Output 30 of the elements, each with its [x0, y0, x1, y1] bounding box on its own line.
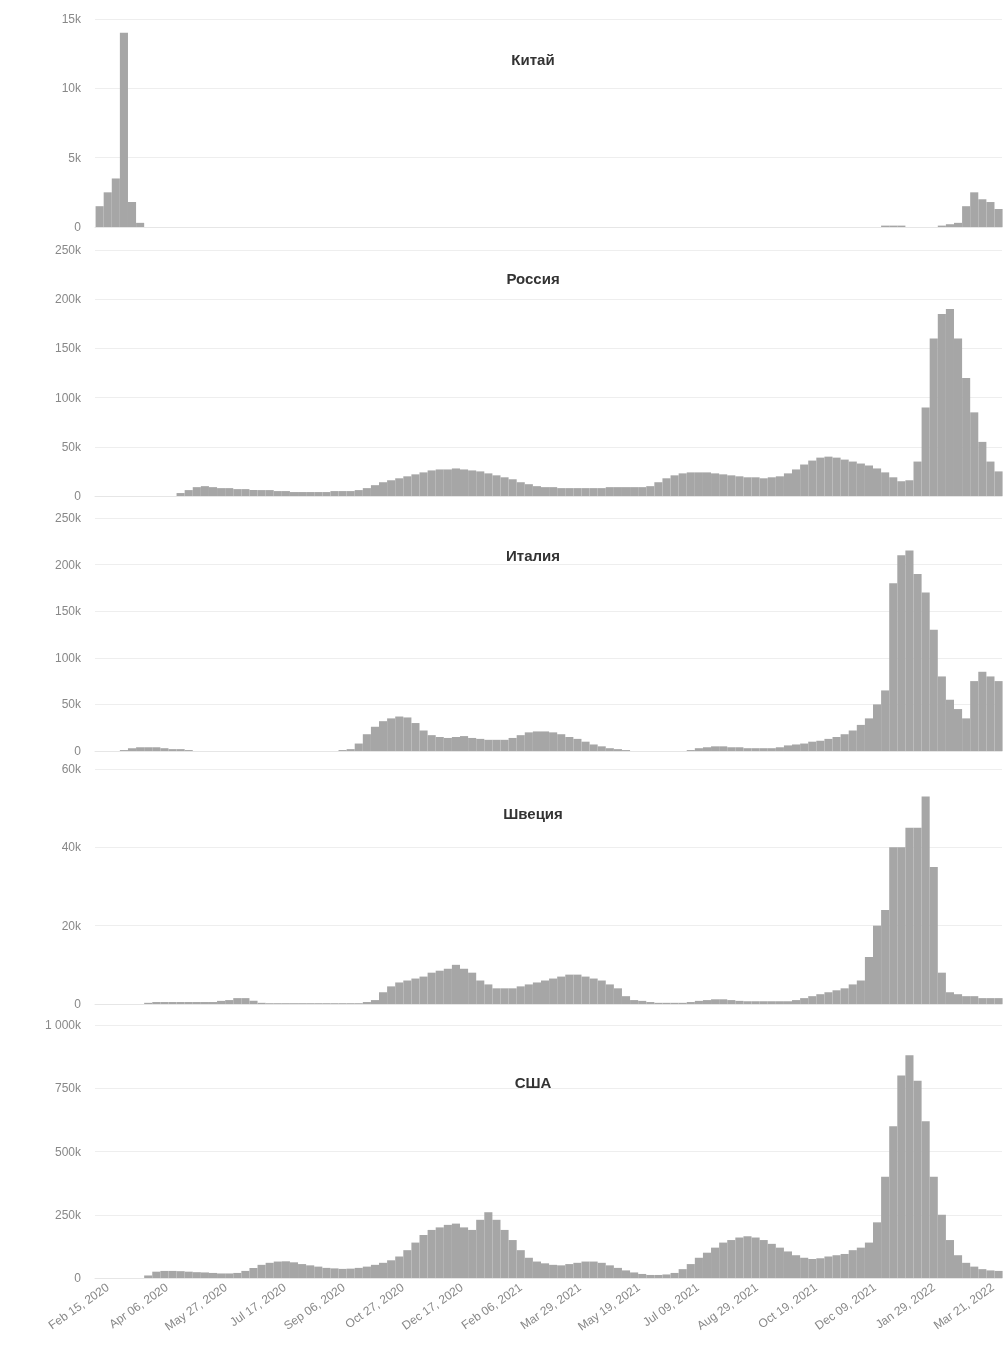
y-tick-label: 250k	[54, 243, 82, 257]
text: Италия	[506, 547, 560, 564]
y-tick-label: 20k	[61, 918, 82, 933]
y-tick-label: 150k	[54, 341, 82, 356]
y-tick-label: 200k	[54, 557, 82, 572]
text: Швеция	[503, 805, 563, 822]
y-tick-label: 100k	[54, 650, 82, 665]
y-tick-label: 100k	[54, 390, 82, 405]
y-tick-label: 60k	[61, 762, 82, 776]
text: Китай	[511, 51, 555, 68]
text: Россия	[506, 270, 560, 287]
y-tick-label: 250k	[54, 511, 82, 525]
y-tick-label: 5k	[68, 150, 82, 165]
y-tick-label: 15k	[61, 12, 82, 26]
y-tick-label: 50k	[61, 697, 82, 712]
y-tick-label: 0	[74, 489, 82, 503]
y-tick-label: 500k	[54, 1144, 82, 1159]
y-tick-label: 1 000k	[44, 1018, 82, 1032]
y-tick-label: 0	[74, 220, 82, 234]
y-tick-label: 750k	[54, 1081, 82, 1096]
text: США	[514, 1074, 552, 1091]
y-tick-label: 200k	[54, 292, 82, 307]
y-tick-label: 0	[74, 1271, 82, 1285]
y-tick-label: 0	[74, 997, 82, 1011]
y-tick-label: 10k	[61, 81, 82, 96]
y-tick-label: 250k	[54, 1207, 82, 1222]
y-tick-label: 40k	[61, 840, 82, 855]
y-tick-label: 0	[74, 744, 82, 758]
y-tick-label: 50k	[61, 439, 82, 454]
y-tick-label: 150k	[54, 604, 82, 619]
